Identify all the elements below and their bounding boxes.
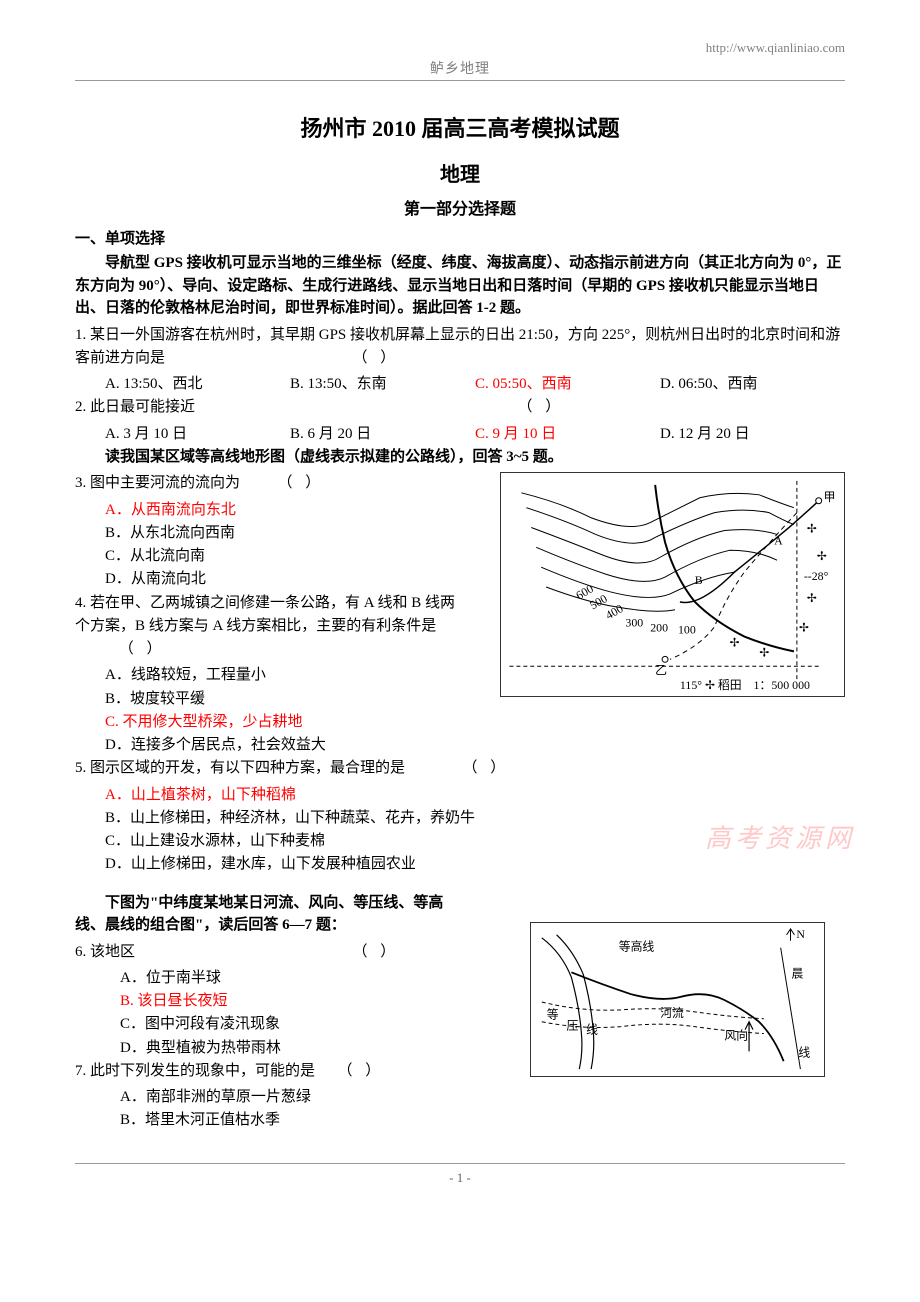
- q5-options: A．山上植茶树，山下种稻棉 B．山上修梯田，种经济林，山下种蔬菜、花卉，养奶牛 …: [75, 784, 845, 877]
- q6-paren: （ ）: [353, 944, 400, 960]
- q6-text: 6. 该地区: [75, 944, 135, 960]
- q2-opt-b: B. 6 月 20 日: [290, 423, 475, 446]
- page-container: http://www.qianliniao.com 鲈乡地理 扬州市 2010 …: [0, 0, 920, 1216]
- header-url: http://www.qianliniao.com: [75, 40, 845, 56]
- q2-opt-d: D. 12 月 20 日: [660, 423, 845, 446]
- title-sub: 地理: [75, 158, 845, 187]
- q1-text: 1. 某日一外国游客在杭州时，其早期 GPS 接收机屏幕上显示的日出 21:50…: [75, 327, 840, 366]
- q5-opt-a: A．山上植茶树，山下种稻棉: [105, 784, 845, 807]
- fig2-wind: 风向: [724, 1028, 748, 1042]
- q5-paren: （ ）: [463, 760, 510, 776]
- q6-opt-c: C．图中河段有凌汛现象: [120, 1013, 465, 1036]
- fig1-lat: --28°: [804, 569, 829, 583]
- fig1-label-B: B: [695, 573, 703, 587]
- fig2-north: N: [796, 926, 805, 940]
- fig1-contour-300: 300: [625, 616, 643, 630]
- section-label: 一、单项选择: [75, 227, 845, 248]
- fig1-field-5: ✢: [759, 646, 769, 660]
- q3-opt-d: D．从南流向北: [105, 568, 465, 591]
- intro-3-5: 读我国某区域等高线地形图（虚线表示拟建的公路线），回答 3~5 题。: [75, 446, 845, 469]
- q1-paren: （ ）: [353, 350, 400, 366]
- page-footer: - 1 -: [75, 1163, 845, 1186]
- q6-opt-a: A．位于南半球: [120, 967, 465, 990]
- q4-opt-c: C. 不用修大型桥梁，少占耕地: [105, 711, 465, 734]
- question-3: 3. 图中主要河流的流向为 （ ）: [75, 472, 465, 495]
- figure-1-topographic-map: 甲 乙 A B 600 500 400 300 200 100 --28° 11…: [500, 472, 845, 697]
- fig2-river: 河流: [660, 1005, 684, 1019]
- question-4: 4. 若在甲、乙两城镇之间修建一条公路，有 A 线和 B 线两个方案，B 线方案…: [75, 592, 465, 662]
- q3-paren: （ ）: [278, 475, 325, 491]
- q1-options: A. 13:50、西北 B. 13:50、东南 C. 05:50、西南 D. 0…: [75, 373, 845, 396]
- q1-opt-a: A. 13:50、西北: [105, 373, 290, 396]
- q7-opt-b: B．塔里木河正值枯水季: [120, 1109, 465, 1132]
- question-5: 5. 图示区域的开发，有以下四种方案，最合理的是 （ ）: [75, 757, 845, 780]
- q2-opt-c: C. 9 月 10 日: [475, 423, 660, 446]
- q3-opt-b: B．从东北流向西南: [105, 522, 465, 545]
- fig2-terminator-2: 线: [798, 1045, 810, 1059]
- q1-opt-d: D. 06:50、西南: [660, 373, 845, 396]
- fig1-field-1: ✢: [807, 522, 817, 536]
- q3-options: A．从西南流向东北 B．从东北流向西南 C．从北流向南 D．从南流向北: [75, 499, 465, 592]
- q7-paren: （ ）: [338, 1063, 385, 1079]
- q2-options: A. 3 月 10 日 B. 6 月 20 日 C. 9 月 10 日 D. 1…: [75, 423, 845, 446]
- header-subject: 鲈乡地理: [75, 58, 845, 81]
- question-1: 1. 某日一外国游客在杭州时，其早期 GPS 接收机屏幕上显示的日出 21:50…: [75, 324, 845, 371]
- fig1-field-4: ✢: [799, 621, 809, 635]
- fig2-isobar-2: 压: [566, 1018, 578, 1032]
- fig1-lon-scale: 115° ✢ 稻田 1：500 000: [680, 678, 810, 692]
- q2-opt-a: A. 3 月 10 日: [105, 423, 290, 446]
- question-2: 2. 此日最可能接近 （ ）: [75, 396, 845, 419]
- fig1-contour-100: 100: [678, 623, 696, 637]
- fig2-terminator-1: 晨: [792, 966, 804, 980]
- watermark: 高考资源网: [705, 819, 855, 859]
- q5-text: 5. 图示区域的开发，有以下四种方案，最合理的是: [75, 760, 405, 776]
- question-6: 6. 该地区 （ ）: [75, 941, 465, 964]
- q1-opt-b: B. 13:50、东南: [290, 373, 475, 396]
- fig1-field-3: ✢: [807, 591, 817, 605]
- title-main: 扬州市 2010 届高三高考模拟试题: [75, 111, 845, 143]
- q1-opt-c: C. 05:50、西南: [475, 373, 660, 396]
- fig1-label-yi: 乙: [655, 663, 667, 677]
- fig1-label-jia: 甲: [824, 490, 836, 504]
- fig1-field-2: ✢: [817, 549, 827, 563]
- q4-text: 4. 若在甲、乙两城镇之间修建一条公路，有 A 线和 B 线两个方案，B 线方案…: [75, 595, 455, 634]
- section-part-title: 第一部分选择题: [75, 195, 845, 219]
- q7-opt-a: A．南部非洲的草原一片葱绿: [120, 1086, 465, 1109]
- q7-options: A．南部非洲的草原一片葱绿 B．塔里木河正值枯水季: [75, 1086, 465, 1133]
- fig1-contour-200: 200: [650, 621, 668, 635]
- q4-options: A．线路较短，工程量小 B．坡度较平缓 C. 不用修大型桥梁，少占耕地 D．连接…: [75, 664, 465, 757]
- fig1-field-6: ✢: [729, 636, 739, 650]
- q6-7-block: 下图为"中纬度某地某日河流、风向、等压线、等高线、晨线的组合图"，读后回答 6—…: [75, 892, 845, 1133]
- q6-options: A．位于南半球 B. 该日昼长夜短 C．图中河段有凌汛现象 D．典型植被为热带雨…: [75, 967, 465, 1060]
- q3-text: 3. 图中主要河流的流向为: [75, 475, 240, 491]
- fig2-isobar-1: 等: [547, 1007, 559, 1021]
- q3-opt-a: A．从西南流向东北: [105, 499, 465, 522]
- q4-opt-a: A．线路较短，工程量小: [105, 664, 465, 687]
- q7-text: 7. 此时下列发生的现象中，可能的是: [75, 1063, 315, 1079]
- figure-2-combination-diagram: N 等高线 等 压 线 河流 风向 晨 线: [530, 922, 825, 1077]
- q3-5-block: 甲 乙 A B 600 500 400 300 200 100 --28° 11…: [75, 472, 845, 757]
- q6-opt-b: B. 该日昼长夜短: [120, 990, 465, 1013]
- q4-opt-b: B．坡度较平缓: [105, 688, 465, 711]
- q6-opt-d: D．典型植被为热带雨林: [120, 1037, 465, 1060]
- question-7: 7. 此时下列发生的现象中，可能的是 （ ）: [75, 1060, 465, 1083]
- q2-text: 2. 此日最可能接近: [75, 399, 195, 415]
- fig1-label-A: A: [774, 534, 783, 548]
- fig2-isobar-3: 线: [586, 1022, 598, 1036]
- q2-paren: （ ）: [518, 399, 565, 415]
- intro-6-7: 下图为"中纬度某地某日河流、风向、等压线、等高线、晨线的组合图"，读后回答 6—…: [75, 892, 465, 937]
- q4-paren: （ ）: [119, 641, 166, 657]
- q3-opt-c: C．从北流向南: [105, 545, 465, 568]
- fig2-contour: 等高线: [619, 939, 655, 953]
- q4-opt-d: D．连接多个居民点，社会效益大: [105, 734, 465, 757]
- intro-1-2: 导航型 GPS 接收机可显示当地的三维坐标（经度、纬度、海拔高度）、动态指示前进…: [75, 252, 845, 320]
